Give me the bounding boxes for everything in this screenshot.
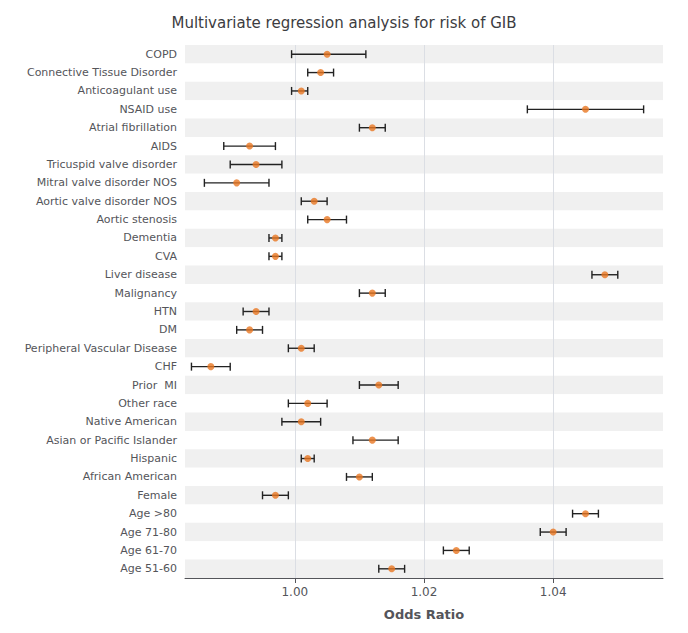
svg-text:NSAID use: NSAID use: [119, 103, 177, 116]
svg-text:Hispanic: Hispanic: [130, 452, 177, 465]
svg-text:Anticoagulant use: Anticoagulant use: [78, 84, 178, 97]
svg-text:Female: Female: [137, 489, 177, 502]
svg-text:Aortic valve disorder NOS: Aortic valve disorder NOS: [36, 195, 177, 208]
svg-text:Other race: Other race: [118, 397, 177, 410]
svg-text:Age >80: Age >80: [129, 507, 177, 520]
svg-text:1.04: 1.04: [540, 585, 567, 599]
svg-text:Age 51-60: Age 51-60: [120, 562, 177, 575]
svg-text:Aortic stenosis: Aortic stenosis: [96, 213, 177, 226]
svg-text:HTN: HTN: [154, 305, 177, 318]
svg-text:AIDS: AIDS: [151, 140, 177, 153]
svg-text:1.00: 1.00: [281, 585, 308, 599]
svg-text:Connective Tissue Disorder: Connective Tissue Disorder: [27, 66, 178, 79]
svg-text:1.02: 1.02: [411, 585, 438, 599]
svg-text:Native American: Native American: [86, 415, 177, 428]
svg-text:Asian or Pacific Islander: Asian or Pacific Islander: [46, 434, 177, 447]
svg-text:Multivariate regression analys: Multivariate regression analysis for ris…: [171, 14, 516, 32]
svg-text:CHF: CHF: [155, 360, 177, 373]
svg-text:Odds Ratio: Odds Ratio: [384, 607, 464, 622]
svg-text:Age 61-70: Age 61-70: [120, 544, 177, 557]
svg-text:Dementia: Dementia: [123, 231, 177, 244]
svg-text:Atrial fibrillation: Atrial fibrillation: [89, 121, 177, 134]
svg-text:African American: African American: [83, 470, 177, 483]
svg-text:Malignancy: Malignancy: [114, 287, 177, 300]
svg-text:CVA: CVA: [155, 250, 178, 263]
svg-text:Age 71-80: Age 71-80: [120, 526, 177, 539]
svg-text:Mitral valve disorder NOS: Mitral valve disorder NOS: [37, 176, 177, 189]
svg-text:COPD: COPD: [146, 48, 177, 61]
svg-text:Liver disease: Liver disease: [105, 268, 177, 281]
svg-text:Tricuspid valve disorder: Tricuspid valve disorder: [46, 158, 178, 171]
svg-text:Prior MI: Prior MI: [132, 379, 177, 392]
svg-text:Peripheral Vascular Disease: Peripheral Vascular Disease: [25, 342, 178, 355]
svg-text:DM: DM: [159, 323, 177, 336]
